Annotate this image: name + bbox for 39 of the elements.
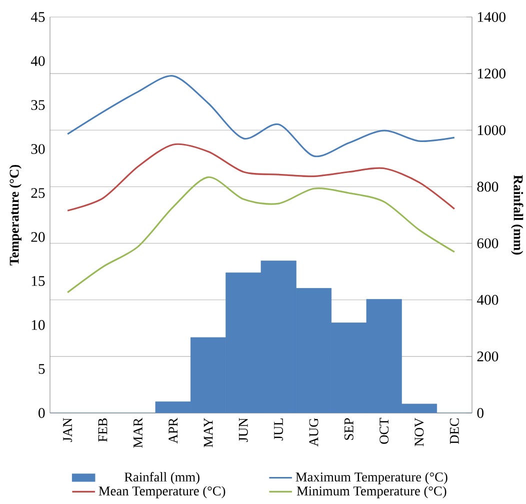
- y-tick-label: 0: [38, 408, 45, 418]
- x-tick-label: MAY: [204, 418, 213, 448]
- y2-tick-label: 800: [477, 182, 498, 192]
- y-tick-label: 5: [38, 364, 45, 374]
- x-tick-label: DEC: [450, 418, 459, 444]
- y-tick-label: 15: [32, 276, 45, 286]
- line-series: [66, 176, 456, 294]
- y2-tick-label: 400: [477, 294, 498, 305]
- y2-tick-label: 1000: [478, 125, 506, 136]
- y-tick-label: 25: [31, 188, 45, 198]
- x-tick-label: SEP: [344, 418, 354, 440]
- x-tick-label: JUL: [274, 418, 284, 440]
- line-series: [66, 143, 456, 212]
- y-tick-label: 30: [31, 144, 45, 154]
- x-tick-label: APR: [168, 418, 178, 444]
- legend-label: Rainfall (mm): [124, 472, 200, 484]
- y-tick-label: 20: [31, 232, 45, 242]
- y-tick-label: 10: [32, 320, 45, 330]
- y-tick-label: 35: [31, 100, 45, 110]
- y2-tick-label: 0: [477, 408, 484, 418]
- x-tick-label: AUG: [309, 418, 318, 446]
- x-tick-label: MAR: [134, 418, 142, 448]
- y2-tick-label: 200: [477, 351, 498, 362]
- y-tick-label: 40: [30, 56, 45, 66]
- y-axis-title: Temperature (°C): [9, 164, 22, 266]
- x-tick-label: JAN: [63, 418, 72, 442]
- legend-label: Mean Temperature (°C): [98, 486, 226, 498]
- y2-tick-label: 1400: [478, 12, 506, 22]
- legend-label: Maximum Temperature (°C): [296, 472, 448, 484]
- x-tick-label: OCT: [380, 418, 389, 444]
- y2-axis-title: Rainfall (mm): [511, 175, 524, 255]
- legend-label: Minimum Temperature (°C): [296, 486, 446, 498]
- x-tick-label: JUN: [238, 418, 248, 442]
- y2-tick-label: 600: [477, 238, 498, 248]
- x-tick-label: FEB: [98, 418, 108, 442]
- y-tick-label: 45: [30, 12, 45, 22]
- line-series: [66, 75, 456, 157]
- x-tick-label: NOV: [414, 418, 424, 446]
- y2-tick-label: 1200: [478, 68, 506, 79]
